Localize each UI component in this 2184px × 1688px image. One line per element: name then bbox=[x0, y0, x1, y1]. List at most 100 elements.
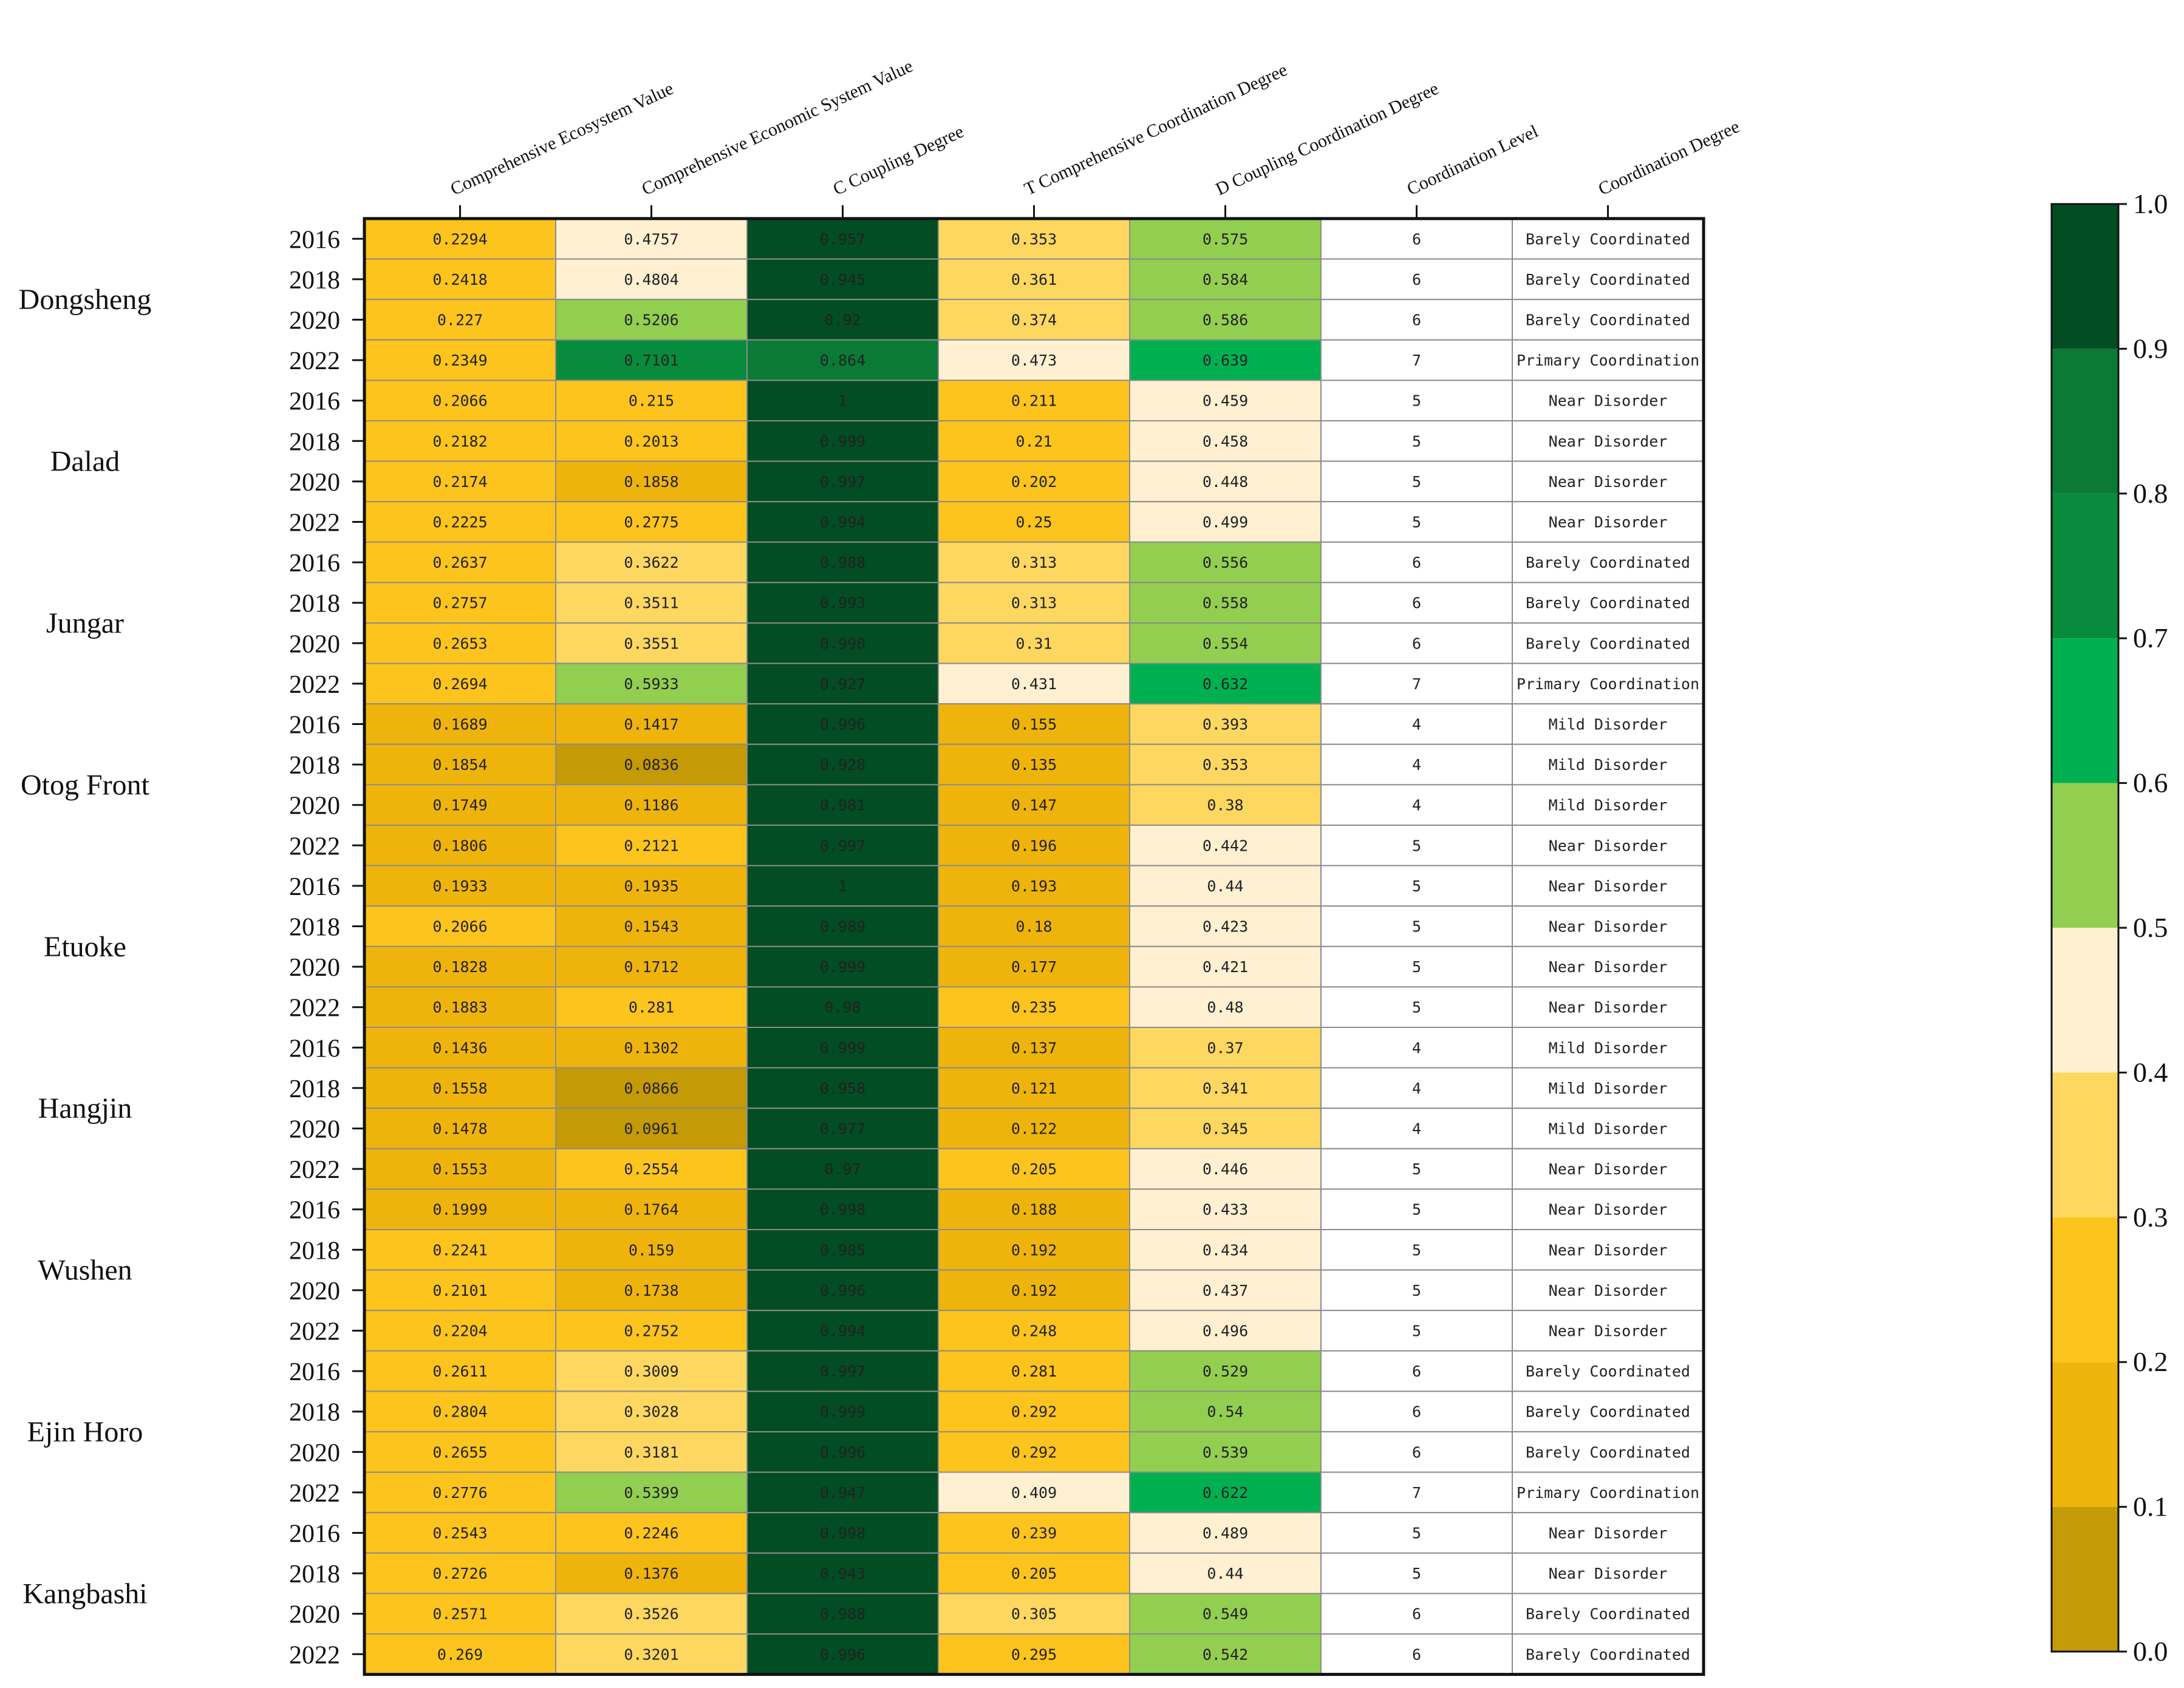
colorbar-tick-label: 0.2 bbox=[2133, 1346, 2168, 1377]
cell-label: 0.999 bbox=[820, 958, 865, 976]
cell-label: 7 bbox=[1412, 1484, 1421, 1502]
heatmap-cell bbox=[1512, 703, 1704, 745]
cell-label: 0.1828 bbox=[432, 958, 487, 976]
cell-label: 0.1764 bbox=[624, 1201, 678, 1219]
cell-label: 0.1883 bbox=[432, 999, 487, 1016]
year-label: 2020 bbox=[289, 1116, 340, 1144]
heatmap-cell bbox=[938, 339, 1130, 381]
cell-label: 6 bbox=[1412, 230, 1421, 248]
year-label: 2018 bbox=[289, 914, 340, 942]
cell-label: 0.998 bbox=[820, 1525, 865, 1542]
cell-label: Near Disorder bbox=[1549, 918, 1668, 936]
heatmap-cell bbox=[364, 460, 556, 503]
year-label: 2018 bbox=[289, 1399, 340, 1427]
colorbar-band bbox=[2052, 1217, 2118, 1363]
heatmap-cell bbox=[938, 299, 1130, 341]
colorbar-tick-label: 1.0 bbox=[2133, 188, 2168, 219]
cell-label: 0.3028 bbox=[624, 1403, 678, 1421]
cell-label: 0.977 bbox=[820, 1120, 865, 1138]
year-label: 2016 bbox=[289, 1197, 340, 1225]
cell-label: 0.18 bbox=[1015, 918, 1052, 936]
cell-label: Barely Coordinated bbox=[1526, 1443, 1690, 1461]
cell-label: 0.192 bbox=[1011, 1241, 1057, 1259]
year-label: 2020 bbox=[289, 1278, 340, 1305]
heatmap-cell bbox=[555, 945, 748, 988]
heatmap-cell bbox=[1320, 1633, 1513, 1675]
heatmap-cell bbox=[555, 339, 748, 381]
colorbar-band bbox=[2052, 638, 2118, 783]
cell-label: 1 bbox=[838, 877, 847, 895]
heatmap-cell bbox=[364, 1148, 556, 1190]
heatmap-cell bbox=[1320, 1593, 1513, 1635]
heatmap-cell bbox=[1320, 218, 1513, 260]
cell-label: 0.38 bbox=[1207, 797, 1243, 814]
cell-label: 0.2225 bbox=[432, 514, 487, 531]
heatmap-cell bbox=[555, 1067, 748, 1109]
cell-label: 0.2775 bbox=[624, 514, 678, 531]
heatmap-cell bbox=[746, 1350, 939, 1392]
heatmap-cell bbox=[1129, 1229, 1322, 1271]
heatmap-cell bbox=[746, 420, 939, 462]
heatmap-cell bbox=[746, 1310, 939, 1352]
heatmap-cell bbox=[1129, 905, 1322, 947]
heatmap-cell bbox=[746, 258, 939, 301]
heatmap-cell bbox=[1129, 1310, 1322, 1352]
year-label: 2018 bbox=[289, 428, 340, 456]
heatmap-cell bbox=[1129, 825, 1322, 866]
cell-label: 0.997 bbox=[820, 1363, 865, 1380]
heatmap-cell bbox=[364, 743, 556, 786]
heatmap-cell bbox=[746, 1027, 939, 1069]
cell-label: 0.437 bbox=[1203, 1282, 1248, 1299]
heatmap-cell bbox=[1320, 1108, 1513, 1149]
cell-label: Near Disorder bbox=[1549, 958, 1668, 976]
cell-label: Primary Coordination bbox=[1517, 352, 1699, 369]
cell-label: 0.542 bbox=[1203, 1645, 1248, 1663]
cell-label: 0.943 bbox=[820, 1565, 865, 1582]
cell-label: 0.305 bbox=[1011, 1605, 1057, 1623]
heatmap-cell bbox=[1320, 1148, 1513, 1190]
cell-label: 0.2611 bbox=[432, 1363, 487, 1380]
cell-label: 0.137 bbox=[1011, 1039, 1057, 1057]
cell-label: 0.448 bbox=[1203, 473, 1248, 491]
cell-label: 0.558 bbox=[1203, 594, 1248, 612]
heatmap-cell bbox=[1512, 1148, 1704, 1190]
heatmap-cell bbox=[746, 1512, 939, 1554]
cell-label: 0.1935 bbox=[624, 877, 678, 895]
heatmap-cell bbox=[746, 339, 939, 381]
cell-label: Barely Coordinated bbox=[1526, 594, 1690, 612]
cell-label: 0.999 bbox=[820, 1039, 865, 1057]
heatmap-cell bbox=[1129, 1108, 1322, 1149]
cell-label: 0.248 bbox=[1011, 1322, 1057, 1340]
year-label: 2016 bbox=[289, 1035, 340, 1063]
year-label: 2022 bbox=[289, 995, 340, 1023]
heatmap-cell bbox=[364, 379, 556, 422]
cell-label: Near Disorder bbox=[1549, 514, 1668, 531]
colorbar-tick-label: 0.6 bbox=[2133, 767, 2168, 798]
cell-label: 0.121 bbox=[1011, 1080, 1057, 1097]
cell-label: 5 bbox=[1412, 1241, 1421, 1259]
heatmap-cell bbox=[1129, 460, 1322, 503]
heatmap-cell bbox=[1320, 784, 1513, 826]
cell-label: Near Disorder bbox=[1549, 1282, 1668, 1299]
cell-label: Barely Coordinated bbox=[1526, 1363, 1690, 1380]
cell-label: 5 bbox=[1412, 473, 1421, 491]
heatmap-cell bbox=[1129, 622, 1322, 664]
colorbar-tick-label: 0.9 bbox=[2133, 333, 2168, 364]
heatmap-cell bbox=[1320, 501, 1513, 543]
heatmap-cell bbox=[746, 299, 939, 341]
cell-label: 0.2653 bbox=[432, 635, 487, 652]
cell-label: 0.2066 bbox=[432, 392, 487, 410]
heatmap-cell bbox=[1512, 460, 1704, 503]
cell-label: 0.361 bbox=[1011, 271, 1057, 288]
cell-label: 0.2757 bbox=[432, 594, 487, 612]
cell-label: 0.235 bbox=[1011, 999, 1057, 1016]
year-label: 2022 bbox=[289, 1318, 340, 1346]
year-label: 2020 bbox=[289, 954, 340, 982]
cell-label: 0.442 bbox=[1203, 837, 1248, 854]
heatmap-cell bbox=[1320, 1512, 1513, 1554]
cell-label: 5 bbox=[1412, 918, 1421, 936]
cell-label: 0.2571 bbox=[432, 1605, 487, 1623]
heatmap-cell bbox=[1512, 1471, 1704, 1514]
heatmap-cell bbox=[1320, 662, 1513, 705]
heatmap-cell bbox=[364, 1471, 556, 1514]
